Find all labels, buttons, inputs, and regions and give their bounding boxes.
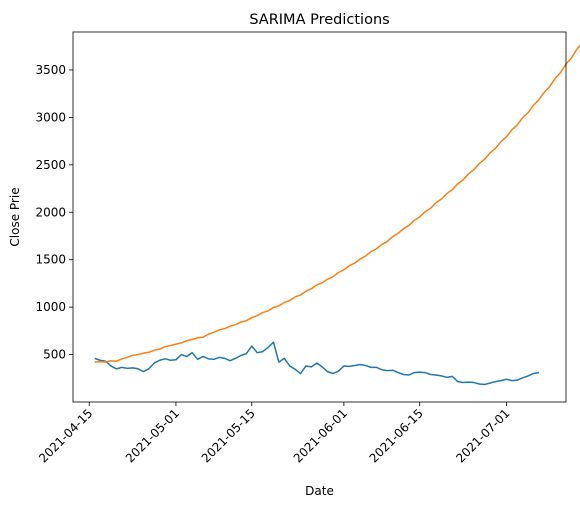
- plot-frame: [72, 31, 567, 403]
- series-line-1: [94, 341, 540, 386]
- x-tick-label: 2021-04-15: [36, 406, 95, 465]
- y-tick-label: 3500: [35, 63, 66, 77]
- x-tick-label: 2021-05-01: [123, 406, 182, 465]
- y-tick-label: 3000: [35, 110, 66, 124]
- y-tick-label: 1000: [35, 300, 66, 314]
- y-tick-label: 1500: [35, 253, 66, 267]
- y-tick-label: 500: [43, 348, 66, 362]
- y-tick-label: 2000: [35, 205, 66, 219]
- x-tick-label: 2021-06-15: [367, 406, 426, 465]
- series-line-2: [94, 44, 580, 363]
- x-axis-label: Date: [305, 484, 334, 498]
- chart-title: SARIMA Predictions: [249, 12, 389, 28]
- y-axis-label: Close Prie: [8, 187, 22, 246]
- x-tick-label: 2021-07-01: [453, 406, 512, 465]
- plot-area: 500 1000 1500 2000 2500 3000 3500 2021-04-15 202…: [35, 31, 580, 465]
- x-tick-label: 2021-06-01: [291, 406, 350, 465]
- y-tick-label: 2500: [35, 158, 66, 172]
- x-tick-label: 2021-05-15: [199, 406, 258, 465]
